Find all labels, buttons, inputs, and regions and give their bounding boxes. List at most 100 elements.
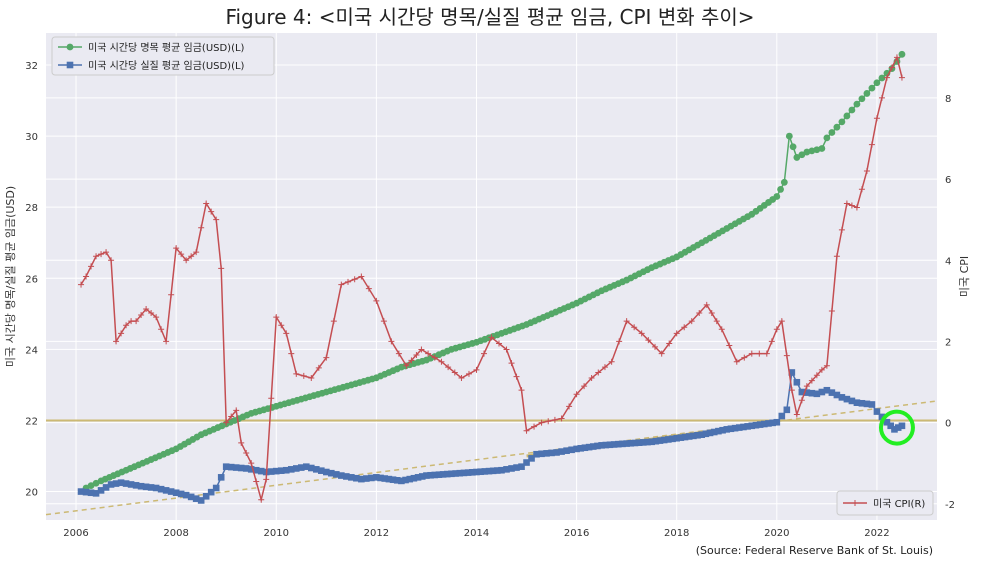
data-point-plus bbox=[778, 318, 785, 325]
data-point-square bbox=[267, 468, 275, 475]
data-point-square bbox=[803, 389, 811, 396]
x-tick-label: 2012 bbox=[364, 528, 389, 539]
legend-marker-plus bbox=[852, 500, 858, 506]
data-point-circle bbox=[828, 129, 836, 136]
data-point-plus bbox=[818, 366, 825, 373]
data-point-plus bbox=[718, 326, 725, 333]
data-point-square bbox=[533, 450, 540, 458]
data-point-square bbox=[894, 424, 902, 431]
y-tick-label-right: 0 bbox=[945, 419, 951, 430]
data-point-circle bbox=[777, 186, 784, 193]
data-point-plus bbox=[531, 423, 538, 430]
data-point-square bbox=[423, 472, 430, 479]
data-point-square bbox=[406, 475, 414, 483]
y-tick-label-left: 30 bbox=[25, 132, 38, 143]
data-point-square bbox=[373, 474, 380, 481]
grid-lines bbox=[46, 33, 937, 520]
data-point-square bbox=[602, 441, 610, 449]
data-point-square bbox=[127, 481, 135, 488]
data-point-plus bbox=[395, 350, 402, 357]
data-point-plus bbox=[183, 257, 190, 264]
data-point-square bbox=[848, 397, 856, 405]
data-point-plus bbox=[118, 330, 125, 337]
data-point-plus bbox=[545, 418, 552, 425]
data-point-square bbox=[883, 418, 891, 426]
data-point-square bbox=[648, 438, 655, 446]
data-point-plus bbox=[631, 324, 638, 331]
y-tick-label-right: -2 bbox=[945, 500, 955, 511]
data-point-square bbox=[363, 475, 370, 482]
data-point-plus bbox=[418, 346, 425, 353]
data-point-square bbox=[615, 440, 622, 448]
data-point-square bbox=[368, 474, 375, 482]
data-point-plus bbox=[338, 281, 345, 288]
data-point-plus bbox=[345, 278, 352, 285]
data-point-plus bbox=[666, 340, 673, 347]
data-point-square bbox=[868, 401, 876, 408]
data-point-square bbox=[843, 395, 851, 403]
data-point-plus bbox=[123, 322, 130, 329]
data-point-square bbox=[594, 442, 601, 450]
data-point-square bbox=[92, 490, 100, 497]
data-point-square bbox=[778, 412, 786, 420]
data-point-plus bbox=[503, 346, 510, 353]
x-tick-label: 2014 bbox=[464, 528, 489, 539]
data-point-plus bbox=[243, 450, 250, 457]
data-point-square bbox=[469, 469, 476, 476]
data-point-square bbox=[606, 441, 614, 449]
data-point-plus bbox=[893, 54, 900, 61]
data-point-plus bbox=[873, 115, 880, 122]
data-point-square bbox=[756, 421, 764, 428]
data-point-square bbox=[558, 448, 565, 455]
data-point-circle bbox=[868, 84, 876, 92]
data-point-plus bbox=[595, 369, 602, 376]
data-point-square bbox=[538, 450, 545, 458]
data-point-plus bbox=[741, 354, 748, 361]
series-line bbox=[80, 55, 903, 503]
data-point-plus bbox=[133, 318, 140, 325]
data-point-plus bbox=[523, 427, 530, 434]
data-point-square bbox=[503, 466, 510, 473]
data-point-square bbox=[518, 463, 525, 470]
data-point-square bbox=[297, 464, 305, 471]
data-point-plus bbox=[253, 478, 260, 485]
data-point-circle bbox=[843, 112, 851, 120]
data-point-square bbox=[765, 420, 772, 427]
series-nominal-wage bbox=[82, 50, 906, 492]
data-point-plus bbox=[78, 281, 85, 288]
data-point-plus bbox=[828, 307, 835, 314]
data-point-plus bbox=[558, 415, 565, 422]
data-point-square bbox=[573, 445, 580, 453]
data-point-square bbox=[783, 406, 791, 414]
data-point-plus bbox=[178, 251, 185, 258]
data-point-plus bbox=[413, 351, 420, 358]
data-point-square bbox=[598, 442, 605, 449]
data-point-plus bbox=[566, 403, 573, 410]
data-point-square bbox=[122, 480, 130, 487]
data-point-plus bbox=[203, 200, 210, 207]
data-point-square bbox=[202, 493, 210, 500]
data-point-square bbox=[82, 488, 90, 496]
data-point-square bbox=[353, 474, 360, 482]
data-point-square bbox=[338, 472, 345, 479]
data-point-square bbox=[485, 467, 493, 475]
data-point-square bbox=[690, 432, 697, 440]
data-point-plus bbox=[228, 413, 235, 420]
data-point-plus bbox=[863, 167, 870, 174]
data-point-circle bbox=[853, 100, 861, 108]
data-point-plus bbox=[293, 370, 300, 377]
data-point-square bbox=[77, 488, 85, 495]
data-point-square bbox=[343, 473, 350, 480]
data-point-circle bbox=[785, 132, 793, 140]
x-tick-label: 2010 bbox=[264, 528, 289, 539]
data-point-square bbox=[610, 441, 618, 448]
data-point-plus bbox=[358, 273, 365, 280]
legend-left: 미국 시간당 명목 평균 임금(USD)(L) 미국 시간당 실질 평균 임금(U… bbox=[51, 36, 275, 76]
data-point-plus bbox=[438, 358, 445, 365]
data-point-square bbox=[237, 464, 245, 472]
data-point-square bbox=[227, 463, 235, 471]
data-point-plus bbox=[726, 342, 733, 349]
data-point-square bbox=[887, 422, 894, 430]
